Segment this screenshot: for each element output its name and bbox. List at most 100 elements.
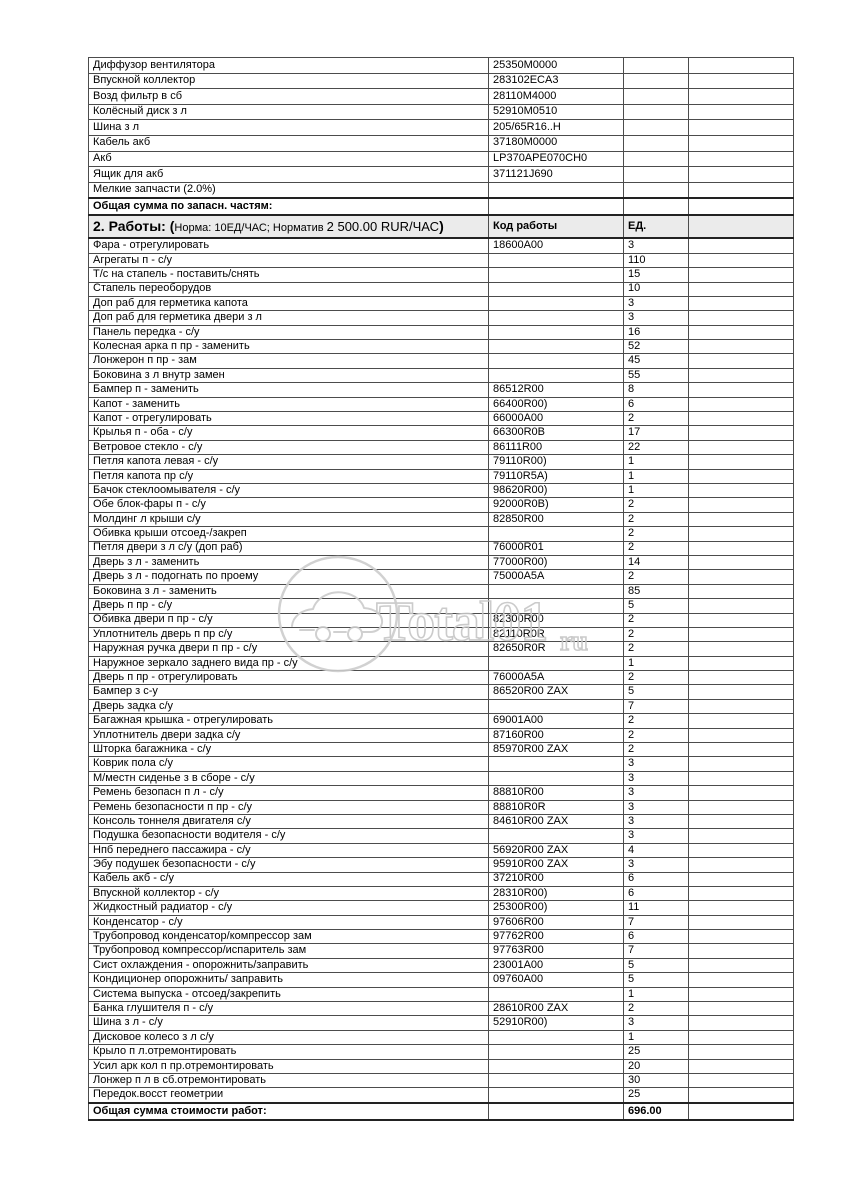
work-units-cell: 2 (623, 612, 689, 628)
work-code-cell (488, 828, 624, 844)
work-units-cell: 3 (623, 295, 689, 312)
part-extra-cell (688, 119, 794, 136)
work-code-cell: 88810R00 (488, 785, 624, 801)
work-name-cell: Боковина з л внутр замен (88, 367, 489, 384)
work-extra-cell (688, 957, 794, 974)
work-extra-cell (688, 411, 794, 427)
work-code-cell: 23001A00 (488, 957, 624, 974)
work-extra-cell (688, 468, 794, 484)
table-row: Кабель акб - с/у 37210R00 6 (88, 871, 794, 887)
work-units-cell: 2 (623, 742, 689, 758)
work-code-cell: 37210R00 (488, 871, 624, 887)
table-row: Петля двери з л с/у (доп раб) 76000R01 2 (88, 540, 794, 556)
work-code-cell (488, 367, 624, 384)
work-code-cell (488, 1087, 624, 1104)
work-code-cell: 52910R00) (488, 1015, 624, 1031)
work-units-cell: 10 (623, 281, 689, 297)
work-name-cell: Дверь з л - подогнать по проему (88, 569, 489, 585)
table-row: Кабель акб 37180M0000 (88, 134, 794, 152)
work-name-cell: Коврик пола с/у (88, 756, 489, 772)
work-extra-cell (688, 324, 794, 341)
work-code-cell: 98620R00) (488, 482, 624, 499)
work-name-cell: Стапель переоборудов (88, 281, 489, 297)
work-code-cell (488, 1058, 624, 1075)
table-row: Стапель переоборудов 10 (88, 281, 794, 297)
work-code-cell: 76000A5A (488, 670, 624, 686)
work-name-cell: Сист охлаждения - опорожнить/заправить (88, 957, 489, 974)
work-name-cell: Обивка двери п пр - с/у (88, 612, 489, 628)
work-extra-cell (688, 770, 794, 787)
table-row: Банка глушителя п - с/у 28610R00 ZAX 2 (88, 1001, 794, 1017)
work-units-cell: 5 (623, 957, 689, 974)
work-name-cell: Конденсатор - с/у (88, 914, 489, 931)
table-row: Боковина з л - заменить 85 (88, 583, 794, 600)
work-code-cell: 86512R00 (488, 382, 624, 398)
work-units-cell: 2 (623, 626, 689, 643)
work-name-cell: Т/с на стапель - поставить/снять (88, 267, 489, 283)
work-extra-cell (688, 1058, 794, 1075)
work-units-cell: 25 (623, 1044, 689, 1060)
work-extra-cell (688, 871, 794, 887)
table-row: Шина з л - с/у 52910R00) 3 (88, 1015, 794, 1031)
work-units-cell: 8 (623, 382, 689, 398)
table-row: Дисковое колесо з л с/у 1 (88, 1029, 794, 1046)
work-code-cell: 97762R00 (488, 929, 624, 945)
table-row: Колесная арка п пр - заменить 52 (88, 339, 794, 355)
parts-total-label: Общая сумма по запасн. частям: (88, 197, 489, 217)
work-name-cell: Впускной коллектор - с/у (88, 885, 489, 902)
table-row: Трубопровод конденсатор/компрессор зам 97… (88, 929, 794, 945)
work-extra-cell (688, 497, 794, 513)
works-total-label: Общая сумма стоимости работ: (88, 1101, 489, 1121)
work-units-cell: 1 (623, 482, 689, 499)
work-extra-cell (688, 929, 794, 945)
work-name-cell: Уплотнитель дверь п пр с/у (88, 626, 489, 643)
part-name-cell: Возд фильтр в сб (88, 88, 489, 105)
part-code-cell: 283102ECA3 (488, 72, 624, 90)
table-row: Молдинг л крыши с/у 82850R00 2 (88, 511, 794, 528)
table-row: Багажная крышка - отрегулировать 69001A00… (88, 713, 794, 729)
work-name-cell: Консоль тоннеля двигателя с/у (88, 813, 489, 830)
work-extra-cell (688, 569, 794, 585)
table-row: Дверь задка с/у 7 (88, 698, 794, 715)
works-title-rate: 2 500.00 RUR/ЧАС (326, 219, 440, 235)
work-code-cell (488, 583, 624, 600)
work-extra-cell (688, 641, 794, 657)
part-extra-cell (688, 57, 794, 74)
work-extra-cell (688, 756, 794, 772)
work-extra-cell (688, 382, 794, 398)
work-units-cell: 2 (623, 411, 689, 427)
table-row: Капот - заменить 66400R00) 6 (88, 396, 794, 413)
table-row: М/местн сиденье з в сборе - с/у 3 (88, 770, 794, 787)
work-name-cell: Петля капота левая - с/у (88, 454, 489, 470)
work-code-cell (488, 1029, 624, 1046)
part-units-cell (623, 150, 689, 168)
work-name-cell: Кабель акб - с/у (88, 871, 489, 887)
work-code-cell: 79110R00) (488, 454, 624, 470)
table-row: Жидкостный радиатор - с/у 25300R00) 11 (88, 900, 794, 916)
table-row: Обивка двери п пр - с/у 82300R00 2 (88, 612, 794, 628)
work-extra-cell (688, 237, 794, 254)
work-units-cell: 20 (623, 1058, 689, 1075)
work-name-cell: Багажная крышка - отрегулировать (88, 713, 489, 729)
work-units-cell: 2 (623, 641, 689, 657)
table-row: Дверь п пр - отрегулировать 76000A5A 2 (88, 670, 794, 686)
work-name-cell: Колесная арка п пр - заменить (88, 339, 489, 355)
work-name-cell: Наружная ручка двери п пр - с/у (88, 641, 489, 657)
work-units-cell: 6 (623, 396, 689, 413)
work-name-cell: Доп раб для герметика капота (88, 295, 489, 312)
work-code-cell (488, 770, 624, 787)
work-code-cell (488, 986, 624, 1003)
work-units-cell: 16 (623, 324, 689, 341)
work-code-cell (488, 655, 624, 672)
work-code-cell: 25300R00) (488, 900, 624, 916)
part-extra-cell (688, 88, 794, 105)
work-code-cell (488, 252, 624, 269)
part-name-cell: Шина з л (88, 119, 489, 136)
work-code-cell: 88810R0R (488, 799, 624, 815)
works-total-value: 696.00 (623, 1101, 689, 1121)
work-name-cell: Кондиционер опорожнить/ заправить (88, 972, 489, 988)
table-row: Дверь з л - подогнать по проему 75000A5A 2 (88, 569, 794, 585)
work-units-cell: 5 (623, 598, 689, 614)
work-extra-cell (688, 1087, 794, 1104)
table-row: Обе блок-фары п - с/у 92000R0B) 2 (88, 497, 794, 513)
